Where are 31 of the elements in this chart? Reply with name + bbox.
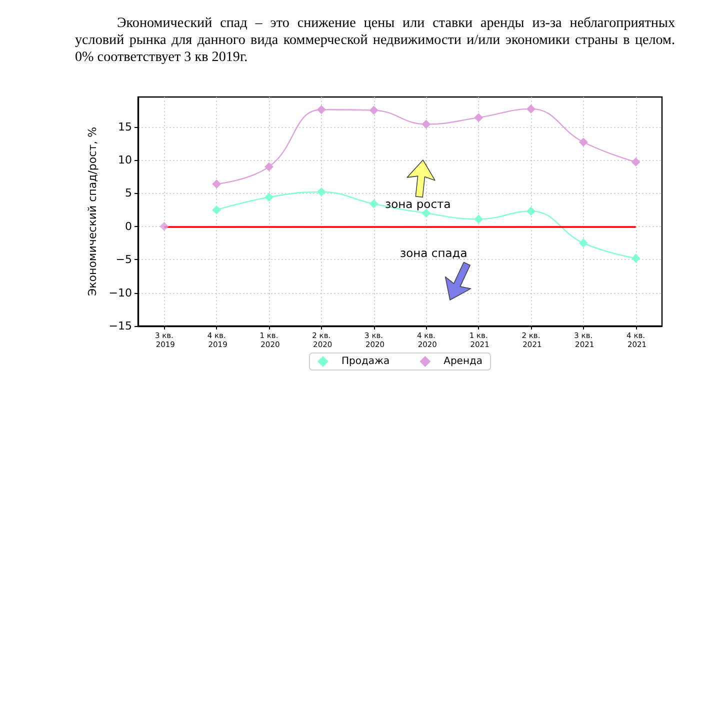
point (631, 254, 640, 263)
point (369, 199, 378, 208)
point (631, 158, 640, 167)
point (526, 104, 536, 114)
point (316, 105, 326, 114)
y-tick-label: 5 (125, 186, 132, 200)
point (526, 206, 536, 216)
annotation: зона спада (400, 246, 468, 260)
y-tick-label: −15 (108, 320, 132, 332)
chart-title: Экономический спад – это снижение цены или ставки аренды из-за неблагоприятных условий рынка для данного вида коммерческой недвижимости и/или экономики страны в целом. 0% соответствует 3 кв 2019г. (75, 15, 675, 66)
y-tick-label: 0 (125, 220, 132, 233)
y-tick-label: −5 (116, 253, 132, 266)
point (422, 120, 431, 129)
point (316, 187, 326, 196)
point (578, 238, 588, 248)
point (212, 179, 222, 188)
point (212, 205, 222, 214)
y-tick-label: 10 (118, 154, 132, 167)
annotation: зона роста (385, 197, 451, 211)
legend-label: Продажа (341, 356, 390, 367)
y-tick-label: −10 (108, 286, 132, 300)
point (369, 106, 378, 115)
point (264, 162, 274, 172)
y-axis-title: Экономический спад/рост, % (86, 126, 99, 296)
point (474, 113, 484, 122)
legend-label: Аренда (444, 356, 483, 367)
point (474, 214, 484, 224)
y-tick-label: 15 (118, 120, 132, 134)
point (160, 222, 169, 231)
point (578, 138, 588, 147)
point (264, 192, 274, 202)
